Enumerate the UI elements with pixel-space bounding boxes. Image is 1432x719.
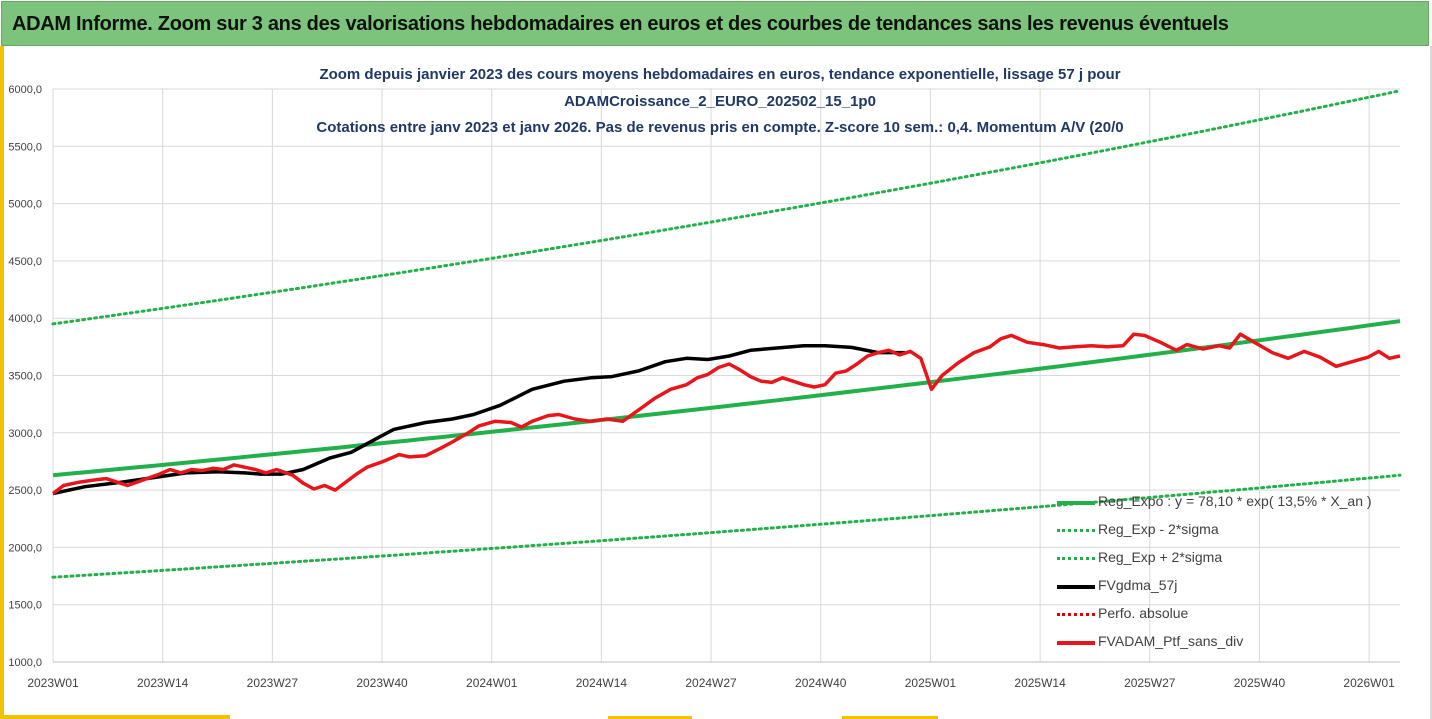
chart-legend: Reg_Expo : y = 78,10 * exp( 13,5% * X_an… [1057, 488, 1387, 656]
y-tick-label: 2500,0 [8, 485, 42, 497]
x-tick-label: 2025W14 [1014, 676, 1066, 690]
x-tick-label: 2024W40 [795, 676, 847, 690]
frame-border-left [0, 46, 4, 719]
page-header: ADAM Informe. Zoom sur 3 ans des valoris… [1, 1, 1429, 46]
x-tick-label: 2023W01 [27, 676, 79, 690]
legend-label-portfolio: FVADAM_Ptf_sans_div [1098, 633, 1244, 649]
legend-item-trend: Reg_Expo : y = 78,10 * exp( 13,5% * X_an… [1057, 488, 1387, 516]
y-tick-label: 4000,0 [8, 313, 42, 325]
x-tick-label: 2025W27 [1124, 676, 1176, 690]
legend-swatch-portfolio [1057, 641, 1095, 645]
frame-border-right [1430, 46, 1432, 719]
legend-swatch-perfo [1057, 613, 1095, 616]
x-tick-label: 2023W27 [247, 676, 299, 690]
legend-swatch-trend [1057, 501, 1095, 505]
trend-line [52, 319, 1401, 478]
legend-label-trend: Reg_Expo : y = 78,10 * exp( 13,5% * X_an… [1098, 493, 1372, 509]
chart-title-line-3: Cotations entre janv 2023 et janv 2026. … [316, 119, 1124, 136]
portfolio-line [51, 332, 1401, 495]
smoothed-line [52, 343, 905, 496]
page-title: ADAM Informe. Zoom sur 3 ans des valoris… [12, 13, 1229, 35]
y-tick-label: 2000,0 [8, 542, 42, 554]
legend-swatch-sigma-high [1057, 557, 1095, 560]
x-tick-label: 2025W01 [905, 676, 957, 690]
frame-border-bottom [0, 715, 230, 719]
y-tick-label: 6000,0 [8, 84, 42, 96]
legend-item-perfo: Perfo. absolue [1057, 600, 1387, 628]
y-tick-label: 3500,0 [8, 371, 42, 383]
legend-label-sigma-high: Reg_Exp + 2*sigma [1098, 549, 1223, 565]
legend-label-sigma-low: Reg_Exp - 2*sigma [1098, 521, 1219, 537]
frame-border-bottom-mark [842, 716, 938, 719]
y-tick-label: 1500,0 [8, 600, 42, 612]
chart-title-line-1: Zoom depuis janvier 2023 des cours moyen… [319, 66, 1121, 83]
x-tick-label: 2023W14 [137, 676, 189, 690]
x-tick-label: 2024W14 [576, 676, 628, 690]
legend-swatch-sigma-low [1057, 529, 1095, 532]
x-tick-label: 2025W40 [1234, 676, 1286, 690]
y-tick-label: 5500,0 [8, 141, 42, 153]
y-tick-label: 5000,0 [8, 199, 42, 211]
y-tick-label: 3000,0 [8, 428, 42, 440]
legend-item-sigma-high: Reg_Exp + 2*sigma [1057, 544, 1387, 572]
y-tick-label: 4500,0 [8, 256, 42, 268]
sigma-band-line [51, 473, 1402, 579]
sigma-band-line [51, 89, 1402, 326]
y-tick-label: 1000,0 [8, 657, 42, 669]
legend-item-sigma-low: Reg_Exp - 2*sigma [1057, 516, 1387, 544]
legend-item-smooth: FVgdma_57j [1057, 572, 1387, 600]
x-tick-label: 2023W40 [356, 676, 408, 690]
chart-title-line-2: ADAMCroissance_2_EURO_202502_15_1p0 [564, 93, 876, 110]
legend-label-perfo: Perfo. absolue [1098, 605, 1189, 621]
x-tick-label: 2024W01 [466, 676, 518, 690]
x-tick-label: 2024W27 [685, 676, 737, 690]
legend-item-portfolio: FVADAM_Ptf_sans_div [1057, 628, 1387, 656]
frame-border-bottom-mark [608, 716, 692, 719]
legend-label-smooth: FVgdma_57j [1098, 577, 1178, 593]
legend-swatch-smooth [1057, 585, 1095, 589]
x-tick-label: 2026W01 [1343, 676, 1395, 690]
